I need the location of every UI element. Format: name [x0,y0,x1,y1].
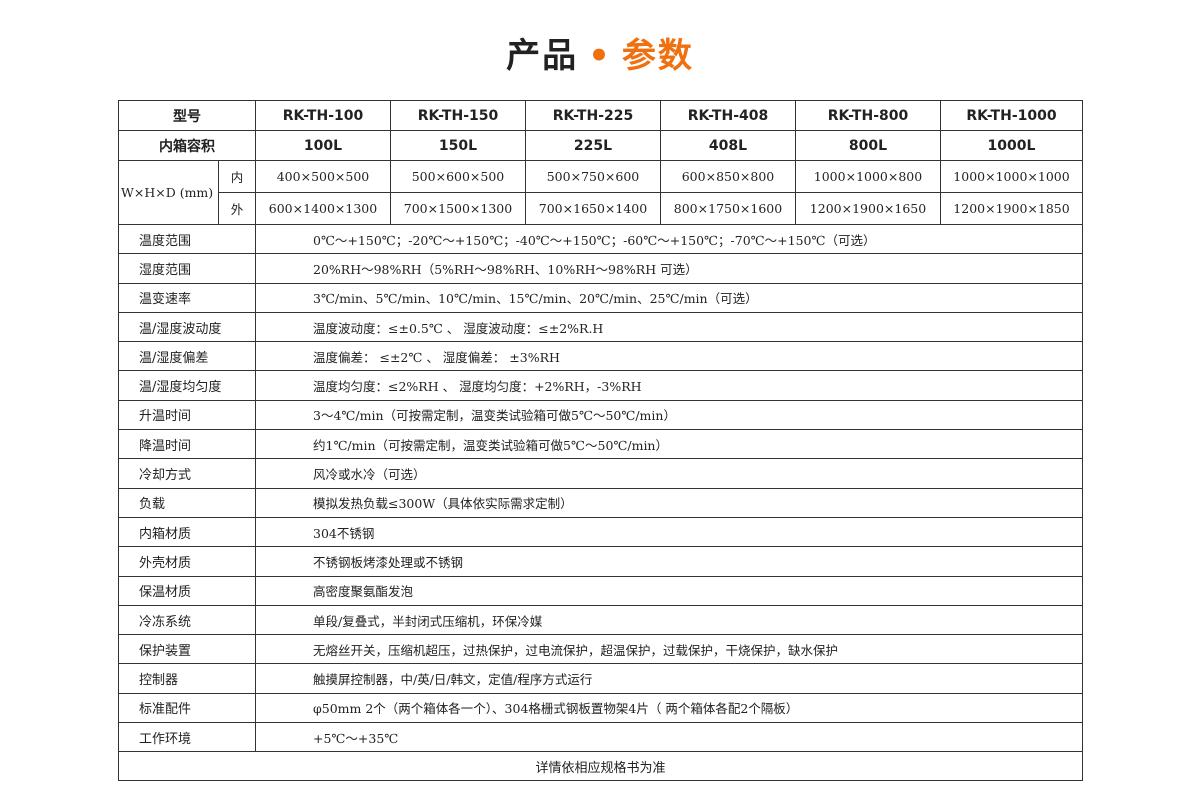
spec-row: 冷冻系统 单段/复叠式，半封闭式压缩机，环保冷媒 [118,604,1083,636]
inner-label: 内 [218,160,256,193]
spec-label: 冷冻系统 [118,604,256,636]
spec-label: 内箱材质 [118,516,256,548]
spec-label: 标准配件 [118,692,256,724]
table-cell: 700×1500×1300 [390,192,526,225]
spec-value: +5℃～+35℃ [255,722,1083,753]
spec-label: 温/湿度波动度 [118,311,256,343]
spec-label: 温变速率 [118,282,256,313]
spec-row: 温度范围 0℃～+150℃；-20℃～+150℃；-40℃～+150℃；-60℃～… [118,223,1083,255]
spec-label: 温/湿度偏差 [118,341,256,372]
spec-value: 304不锈钢 [255,516,1083,548]
spec-label: 工作环境 [118,722,256,753]
spec-value: 触摸屏控制器，中/英/日/韩文，定值/程序方式运行 [255,663,1083,694]
table-cell: 600×850×800 [660,160,796,193]
table-cell: RK-TH-100 [255,100,391,131]
spec-value: 单段/复叠式，半封闭式压缩机，环保冷媒 [255,604,1083,636]
spec-row: 标准配件 φ50mm 2个（两个箱体各一个）、304格栅式钢板置物架4片（ 两个箱… [118,692,1083,724]
spec-value: 温度偏差： ≤±2℃ 、 湿度偏差： ±3%RH [255,341,1083,372]
spec-label: 保温材质 [118,575,256,606]
spec-row: 升温时间 3～4℃/min（可按需定制，温变类试验箱可做5℃～50℃/min） [118,399,1083,431]
spec-value: 高密度聚氨酯发泡 [255,575,1083,606]
inner-dim-row: W×H×D (mm) 内 400×500×500 500×600×500 500×750… [118,160,1083,225]
spec-value: 温度均匀度：≤2%RH 、 湿度均匀度：+2%RH，-3%RH [255,370,1083,401]
table-cell: 1200×1900×1850 [940,192,1083,225]
table-cell: 150L [390,130,526,161]
spec-row: 工作环境 +5℃～+35℃ [118,722,1083,753]
spec-row: 保温材质 高密度聚氨酯发泡 [118,575,1083,606]
spec-value: 20%RH～98%RH（5%RH～98%RH、10%RH～98%RH 可选） [255,253,1083,284]
spec-row: 温变速率 3℃/min、5℃/min、10℃/min、15℃/min、20℃/mi… [118,282,1083,313]
table-cell: 408L [660,130,796,161]
spec-row: 降温时间 约1℃/min（可按需定制，温变类试验箱可做5℃～50℃/min） [118,429,1083,460]
table-cell: 1000×1000×800 [795,160,941,193]
model-label: 型号 [118,100,256,131]
table-cell: RK-TH-225 [525,100,661,131]
table-cell: 700×1650×1400 [525,192,661,225]
table-cell: 1000×1000×1000 [940,160,1083,193]
spec-row: 内箱材质 304不锈钢 [118,516,1083,548]
spec-row: 温/湿度偏差 温度偏差： ≤±2℃ 、 湿度偏差： ±3%RH [118,341,1083,372]
spec-label: 控制器 [118,663,256,694]
table-cell: 600×1400×1300 [255,192,391,225]
page-title: 产品 • 参数 [506,36,694,76]
spec-label: 负载 [118,487,256,518]
table-cell: 500×600×500 [390,160,526,193]
table-cell: 225L [525,130,661,161]
spec-label: 升温时间 [118,399,256,431]
volume-label: 内箱容积 [118,130,256,161]
spec-value: 风冷或水冷（可选） [255,458,1083,489]
spec-row: 温/湿度波动度 温度波动度：≤±0.5℃ 、 湿度波动度：≤±2%R.H [118,311,1083,343]
dimension-label: W×H×D (mm) [118,160,219,225]
spec-value: 3～4℃/min（可按需定制，温变类试验箱可做5℃～50℃/min） [255,399,1083,431]
spec-value: 不锈钢板烤漆处理或不锈钢 [255,546,1083,577]
spec-value: 模拟发热负载≤300W（具体依实际需求定制） [255,487,1083,518]
spec-value: 无熔丝开关，压缩机超压，过热保护，过电流保护，超温保护，过载保护，干烧保护，缺水… [255,634,1083,665]
spec-value: 约1℃/min（可按需定制，温变类试验箱可做5℃～50℃/min） [255,429,1083,460]
table-cell: 500×750×600 [525,160,661,193]
table-cell: RK-TH-800 [795,100,941,131]
spec-label: 降温时间 [118,429,256,460]
table-cell: 100L [255,130,391,161]
table-cell: 400×500×500 [255,160,391,193]
model-row: 型号 RK-TH-100 RK-TH-150 RK-TH-225 RK-TH-408 RK… [118,100,1083,131]
table-cell: 800×1750×1600 [660,192,796,225]
spec-row: 温/湿度均匀度 温度均匀度：≤2%RH 、 湿度均匀度：+2%RH，-3%RH [118,370,1083,401]
table-cell: RK-TH-408 [660,100,796,131]
spec-row: 负载 模拟发热负载≤300W（具体依实际需求定制） [118,487,1083,518]
spec-row: 外壳材质 不锈钢板烤漆处理或不锈钢 [118,546,1083,577]
spec-label: 保护装置 [118,634,256,665]
spec-label: 外壳材质 [118,546,256,577]
volume-row: 内箱容积 100L 150L 225L 408L 800L 1000L [118,130,1083,161]
table-cell: RK-TH-150 [390,100,526,131]
spec-label: 温度范围 [118,223,256,255]
spec-label: 温/湿度均匀度 [118,370,256,401]
outer-dim-row: 外 600×1400×1300 700×1500×1300 700×1650×1400… [119,192,1083,225]
spec-table: 型号 RK-TH-100 RK-TH-150 RK-TH-225 RK-TH-408 RK… [118,100,1083,782]
table-cell: 800L [795,130,941,161]
spec-row: 控制器 触摸屏控制器，中/英/日/韩文，定值/程序方式运行 [118,663,1083,694]
spec-row: 保护装置 无熔丝开关，压缩机超压，过热保护，过电流保护，超温保护，过载保护，干烧保… [118,634,1083,665]
table-cell: 1000L [940,130,1083,161]
footer-note: 详情依相应规格书为准 [118,751,1083,782]
spec-row: 冷却方式 风冷或水冷（可选） [118,458,1083,489]
spec-row: 湿度范围 20%RH～98%RH（5%RH～98%RH、10%RH～98%RH 可… [118,253,1083,284]
footer-row: 详情依相应规格书为准 [118,751,1083,782]
spec-value: 温度波动度：≤±0.5℃ 、 湿度波动度：≤±2%R.H [255,311,1083,343]
outer-label: 外 [218,192,256,225]
spec-label: 冷却方式 [118,458,256,489]
table-cell: RK-TH-1000 [940,100,1083,131]
spec-value: 0℃～+150℃；-20℃～+150℃；-40℃～+150℃；-60℃～+150… [255,223,1083,255]
spec-label: 湿度范围 [118,253,256,284]
spec-value: φ50mm 2个（两个箱体各一个）、304格栅式钢板置物架4片（ 两个箱体各配2… [255,692,1083,724]
table-cell: 1200×1900×1650 [795,192,941,225]
spec-value: 3℃/min、5℃/min、10℃/min、15℃/min、20℃/min、25… [255,282,1083,313]
